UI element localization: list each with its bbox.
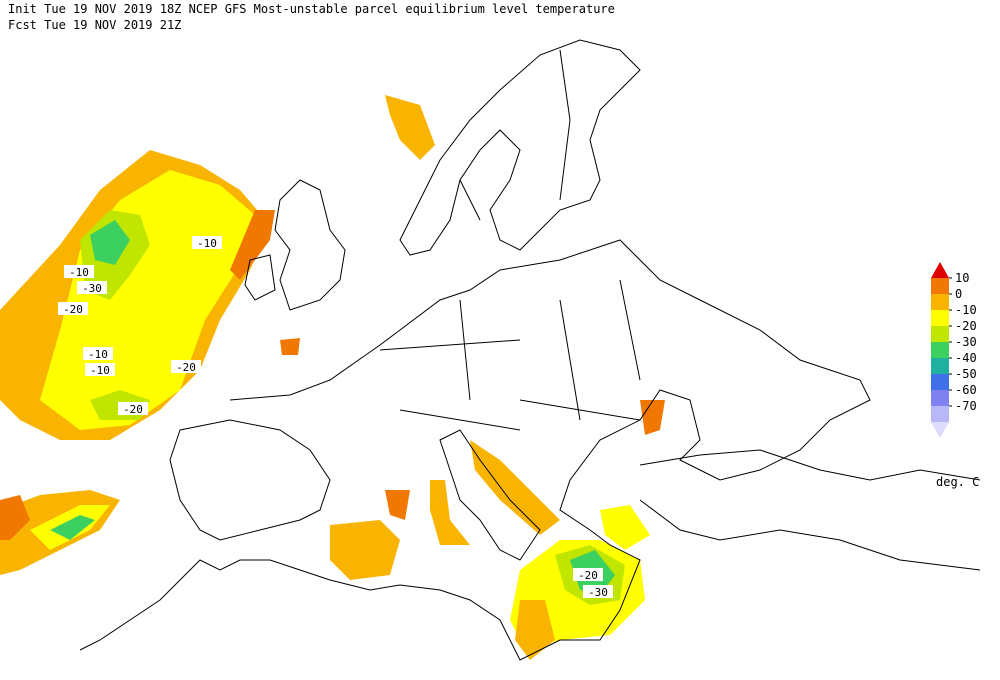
legend-label: -40 (955, 351, 977, 365)
legend-swatch (931, 342, 949, 358)
contour-label-box (171, 360, 201, 373)
legend-swatch (931, 374, 949, 390)
coastline (79, 39, 981, 661)
legend-label: -10 (955, 303, 977, 317)
contour-label: -20 (123, 403, 143, 416)
legend-label: 0 (955, 287, 962, 301)
contour-label-box (573, 568, 603, 581)
contour-labels: -10 -10 -30 -20 -10 -10 -20 -20 -20 -30 (58, 236, 613, 599)
header-forecast: Fcst Tue 19 NOV 2019 21Z (8, 18, 181, 32)
contour-label: -30 (82, 282, 102, 295)
legend-swatch (931, 390, 949, 406)
contour-label: -10 (197, 237, 217, 250)
legend-swatch (931, 406, 949, 422)
legend-swatch (931, 278, 949, 294)
legend-swatch (931, 262, 949, 278)
contour-label-box (192, 236, 222, 249)
legend-label: -70 (955, 399, 977, 413)
legend-label: 10 (955, 271, 969, 285)
contour-label-box (583, 585, 613, 598)
contour-label-box (85, 363, 115, 376)
legend-label: -30 (955, 335, 977, 349)
contour-label-box (64, 265, 94, 278)
contour-label: -30 (588, 586, 608, 599)
legend-swatch (931, 310, 949, 326)
header-title: Init Tue 19 NOV 2019 18Z NCEP GFS Most-u… (8, 2, 615, 16)
legend-swatch (931, 358, 949, 374)
contour-label-box (118, 402, 148, 415)
legend-label: -20 (955, 319, 977, 333)
contour-label: -20 (578, 569, 598, 582)
contour-label: -20 (176, 361, 196, 374)
contour-label-box (58, 302, 88, 315)
legend-label: -60 (955, 383, 977, 397)
contour-label: -10 (69, 266, 89, 279)
contour-label: -10 (88, 348, 108, 361)
legend-swatch (931, 422, 949, 438)
contour-label-box (77, 281, 107, 294)
legend-label: -50 (955, 367, 977, 381)
contour-label-box (83, 347, 113, 360)
legend-swatch (931, 326, 949, 342)
legend-swatch (931, 294, 949, 310)
legend: 10 0 -10 -20 -30 -40 -50 -60 -70 (931, 262, 977, 438)
contour-label: -20 (63, 303, 83, 316)
contour-label: -10 (90, 364, 110, 377)
legend-unit: deg. C (936, 475, 979, 489)
